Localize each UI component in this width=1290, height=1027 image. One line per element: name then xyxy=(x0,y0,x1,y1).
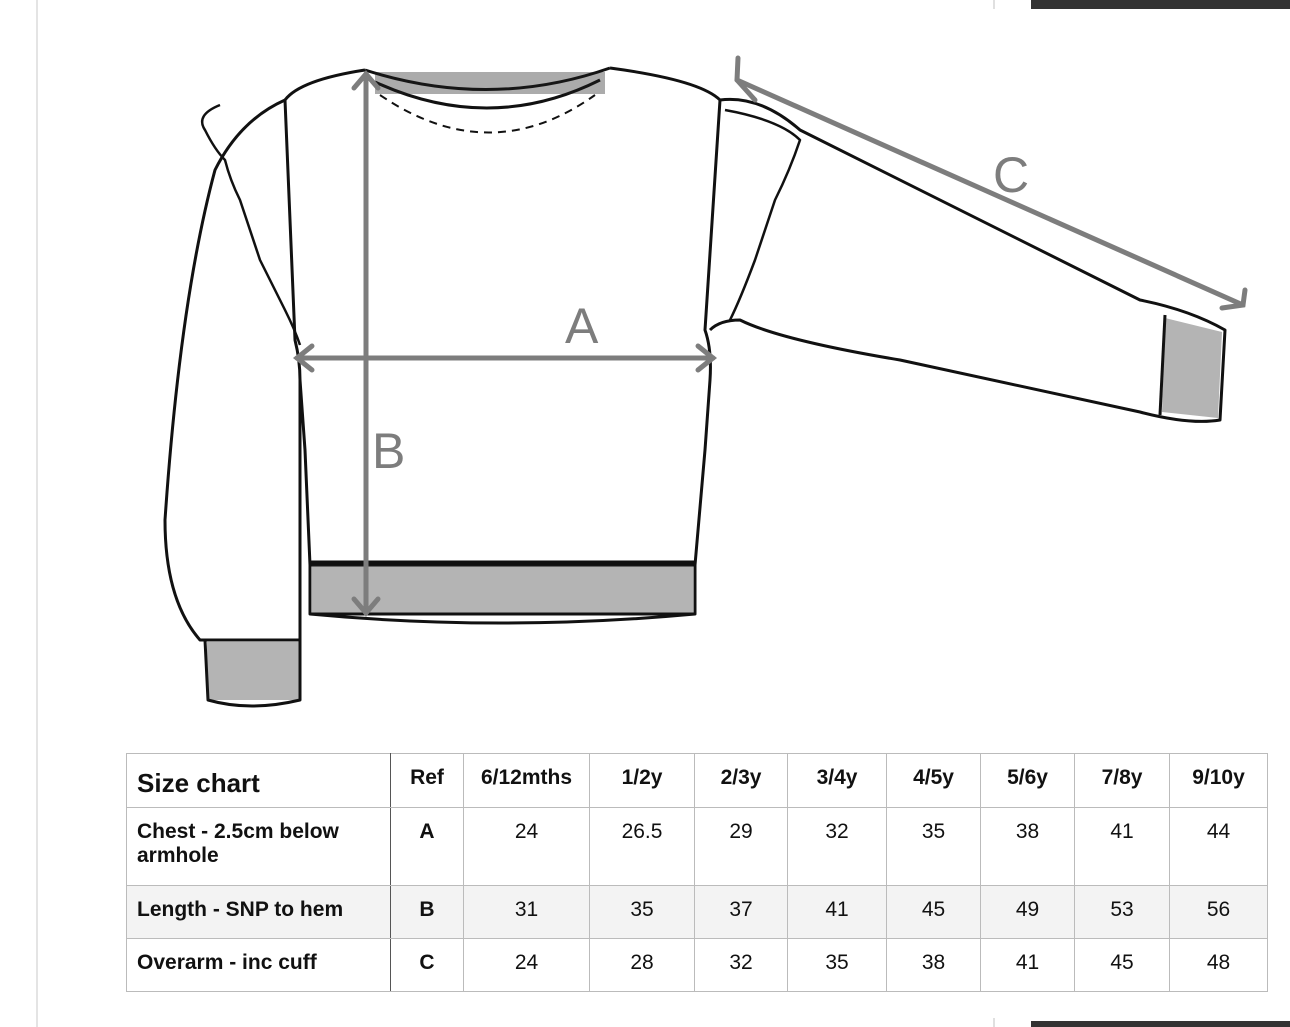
cell: 24 xyxy=(463,938,590,992)
cell: 35 xyxy=(886,807,981,886)
ribbing-texture xyxy=(207,72,1222,700)
cell: 56 xyxy=(1169,885,1268,939)
arrow-icon xyxy=(734,55,758,103)
cell: 38 xyxy=(886,938,981,992)
size-header: 4/5y xyxy=(886,753,981,808)
cell: 41 xyxy=(787,885,887,939)
cell: 38 xyxy=(980,807,1075,886)
cell: 48 xyxy=(1169,938,1268,992)
arrow-icon xyxy=(695,343,718,373)
label-b: B xyxy=(372,423,405,479)
arrow-icon xyxy=(292,343,315,373)
measure-line-c xyxy=(734,77,1246,308)
divider xyxy=(993,1018,995,1027)
cell: 45 xyxy=(886,885,981,939)
table-header-row: Size chart Ref 6/12mths 1/2y 2/3y 3/4y 4… xyxy=(126,753,1268,808)
cell: 45 xyxy=(1074,938,1170,992)
size-header: 1/2y xyxy=(589,753,695,808)
cell: 53 xyxy=(1074,885,1170,939)
row-ref: A xyxy=(390,807,464,886)
row-label: Chest - 2.5cm below armhole xyxy=(126,807,391,886)
cell: 49 xyxy=(980,885,1075,939)
size-header: 5/6y xyxy=(980,753,1075,808)
cell: 28 xyxy=(589,938,695,992)
cell: 32 xyxy=(787,807,887,886)
table-row: Chest - 2.5cm below armhole A 24 26.5 29… xyxy=(126,807,1268,886)
label-c: C xyxy=(993,147,1029,203)
size-chart-table: Size chart Ref 6/12mths 1/2y 2/3y 3/4y 4… xyxy=(126,753,1268,992)
table-row: Length - SNP to hem B 31 35 37 41 45 49 … xyxy=(126,885,1268,939)
cell: 37 xyxy=(694,885,788,939)
row-ref: C xyxy=(390,938,464,992)
row-ref: B xyxy=(390,885,464,939)
arrow-icon xyxy=(351,70,381,91)
sweater-outline xyxy=(163,66,1227,708)
table-row: Overarm - inc cuff C 24 28 32 35 38 41 4… xyxy=(126,938,1268,992)
divider xyxy=(993,0,995,9)
cell: 44 xyxy=(1169,807,1268,886)
size-header: 2/3y xyxy=(694,753,788,808)
row-label: Length - SNP to hem xyxy=(126,885,391,939)
size-header: 7/8y xyxy=(1074,753,1170,808)
measurement-lines xyxy=(292,55,1248,617)
page-border xyxy=(36,0,38,1027)
cell: 32 xyxy=(694,938,788,992)
cell: 35 xyxy=(787,938,887,992)
top-bar xyxy=(1031,0,1290,9)
cell: 24 xyxy=(463,807,590,886)
cell: 41 xyxy=(980,938,1075,992)
arrow-icon xyxy=(1219,287,1248,311)
ref-header: Ref xyxy=(390,753,464,808)
table-title: Size chart xyxy=(126,753,391,808)
row-label: Overarm - inc cuff xyxy=(126,938,391,992)
size-header: 6/12mths xyxy=(463,753,590,808)
label-a: A xyxy=(565,298,599,354)
sweater-diagram: A B C xyxy=(163,55,1248,708)
cell: 29 xyxy=(694,807,788,886)
bottom-bar xyxy=(1031,1021,1290,1027)
size-header: 3/4y xyxy=(787,753,887,808)
cell: 41 xyxy=(1074,807,1170,886)
cell: 26.5 xyxy=(589,807,695,886)
arrow-icon xyxy=(351,596,381,617)
cell: 35 xyxy=(589,885,695,939)
size-header: 9/10y xyxy=(1169,753,1268,808)
cell: 31 xyxy=(463,885,590,939)
